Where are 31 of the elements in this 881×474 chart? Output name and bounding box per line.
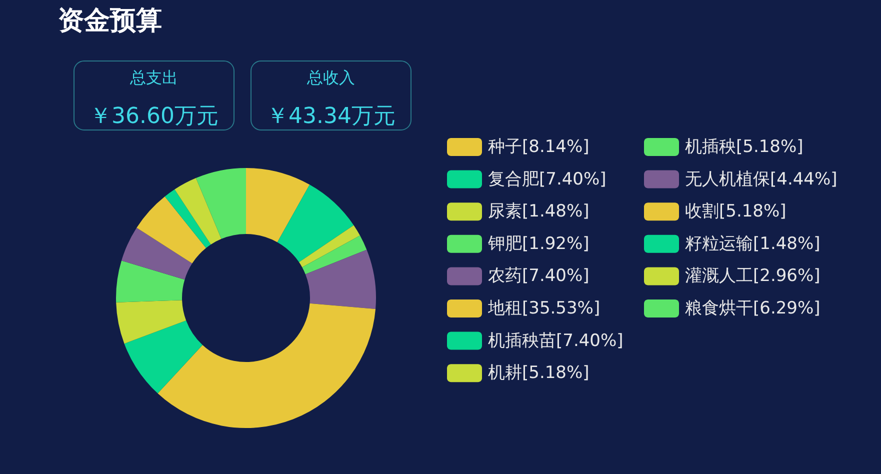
legend-label: 粮食烘干[6.29%]	[685, 298, 820, 318]
donut-slice	[196, 168, 246, 239]
legend-label: 机插秧苗[7.40%]	[488, 330, 624, 351]
legend-label: 尿素[1.48%]	[488, 202, 590, 222]
donut-slice	[302, 236, 367, 274]
donut-slice	[122, 228, 192, 280]
chart-title: 资金预算	[58, 6, 162, 36]
donut-slice	[136, 196, 206, 264]
text: ￥36.60万元	[90, 104, 218, 129]
legend-label: 钾肥[1.92%]	[487, 234, 590, 254]
donut-slice	[246, 168, 310, 242]
legend-label: 籽粒运输[1.48%]	[685, 234, 820, 254]
text: 总收入	[306, 68, 355, 87]
legend-label: 无人机植保[4.44%]	[685, 169, 838, 190]
donut-slice	[174, 178, 222, 245]
text: 总支出	[129, 68, 178, 87]
donut-slice	[116, 300, 186, 344]
donut-slice	[299, 225, 360, 268]
legend-label: 农药[7.40%]	[488, 266, 590, 286]
donut-slice	[305, 250, 376, 309]
donut-slice	[158, 303, 376, 428]
legend-label: 种子[8.14%]	[488, 137, 590, 157]
donut-slice	[116, 260, 185, 302]
text: ￥43.34万元	[266, 104, 396, 129]
legend-label: 收割[5.18%]	[685, 202, 786, 222]
legend-label: 机耕[5.18%]	[488, 363, 590, 384]
legend-label: 机插秧[5.18%]	[685, 137, 804, 157]
legend-label: 复合肥[7.40%]	[488, 169, 606, 190]
legend-label: 地租[35.53%]	[487, 298, 600, 318]
donut-slice	[164, 189, 211, 248]
legend-label: 灌溉人工[2.96%]	[685, 266, 820, 286]
